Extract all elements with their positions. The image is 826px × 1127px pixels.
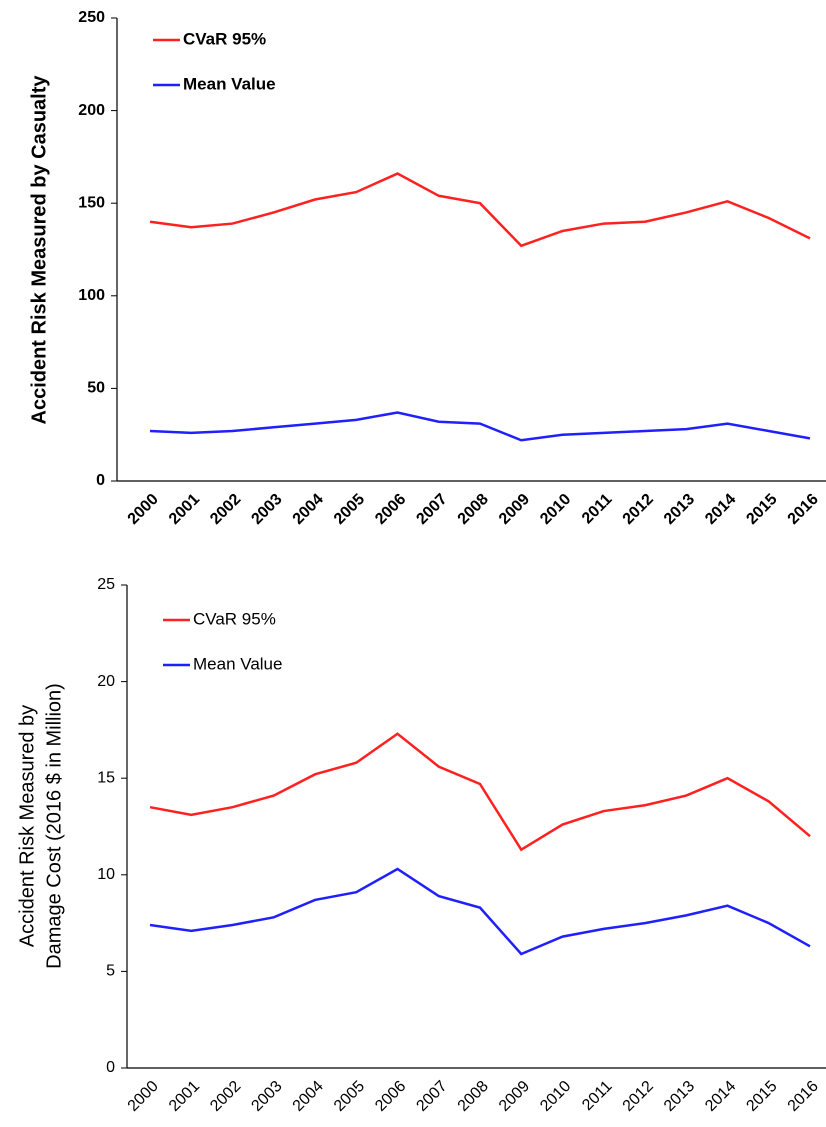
x-tick-label: 2008 [455, 1078, 492, 1115]
legend-label: CVaR 95% [183, 29, 266, 48]
y-tick-label: 250 [78, 9, 105, 26]
y-tick-label: 200 [78, 102, 105, 119]
y-tick-label: 0 [96, 472, 105, 489]
x-tick-label: 2003 [248, 491, 285, 528]
series-line [149, 172, 811, 248]
y-tick-label: 5 [106, 963, 115, 980]
x-tick-label: 2008 [455, 491, 492, 528]
x-tick-label: 2001 [166, 1078, 203, 1115]
legend-label: Mean Value [193, 654, 282, 673]
y-axis-label: Damage Cost (2016 $ in Million) [43, 683, 65, 969]
x-tick-label: 2002 [207, 491, 244, 528]
x-tick-label: 2002 [207, 1078, 244, 1115]
y-tick-label: 15 [97, 769, 115, 786]
x-tick-label: 2006 [372, 1078, 409, 1115]
x-tick-label: 2004 [290, 1078, 327, 1115]
y-tick-label: 150 [78, 194, 105, 211]
legend-label: CVaR 95% [193, 609, 276, 628]
x-tick-label: 2007 [413, 1078, 450, 1115]
x-tick-label: 2004 [290, 491, 327, 528]
x-tick-label: 2013 [661, 1078, 698, 1115]
x-tick-label: 2010 [537, 491, 574, 528]
x-tick-label: 2009 [496, 1078, 533, 1115]
legend-label: Mean Value [183, 74, 276, 93]
x-tick-label: 2012 [620, 491, 657, 528]
x-tick-label: 2007 [413, 491, 450, 528]
x-tick-label: 2011 [579, 491, 616, 528]
x-tick-label: 2006 [372, 491, 409, 528]
x-tick-label: 2013 [661, 491, 698, 528]
x-tick-label: 2001 [166, 491, 203, 528]
x-tick-label: 2005 [331, 1078, 368, 1115]
x-tick-label: 2010 [537, 1078, 574, 1115]
x-tick-label: 2015 [743, 1078, 780, 1115]
y-tick-label: 100 [78, 287, 105, 304]
y-axis-label: Accident Risk Measured by [16, 705, 38, 947]
x-tick-label: 2000 [125, 1078, 162, 1115]
y-tick-label: 0 [106, 1059, 115, 1076]
x-tick-label: 2005 [331, 491, 368, 528]
x-tick-label: 2014 [702, 491, 739, 528]
x-tick-label: 2011 [579, 1078, 615, 1114]
y-tick-label: 10 [97, 866, 115, 883]
series-line [149, 732, 811, 852]
x-tick-label: 2014 [702, 1078, 739, 1115]
y-tick-label: 25 [97, 576, 115, 593]
x-tick-label: 2000 [125, 491, 162, 528]
y-tick-label: 20 [97, 673, 115, 690]
y-axis-label: Accident Risk Measured by Casualty [28, 75, 50, 425]
y-tick-label: 50 [87, 380, 105, 397]
series-line [149, 411, 811, 442]
x-tick-label: 2016 [785, 1078, 822, 1115]
series-line [149, 867, 811, 956]
x-tick-label: 2012 [620, 1078, 657, 1115]
x-tick-label: 2015 [743, 491, 780, 528]
x-tick-label: 2009 [496, 491, 533, 528]
x-tick-label: 2003 [248, 1078, 285, 1115]
x-tick-label: 2016 [785, 491, 822, 528]
